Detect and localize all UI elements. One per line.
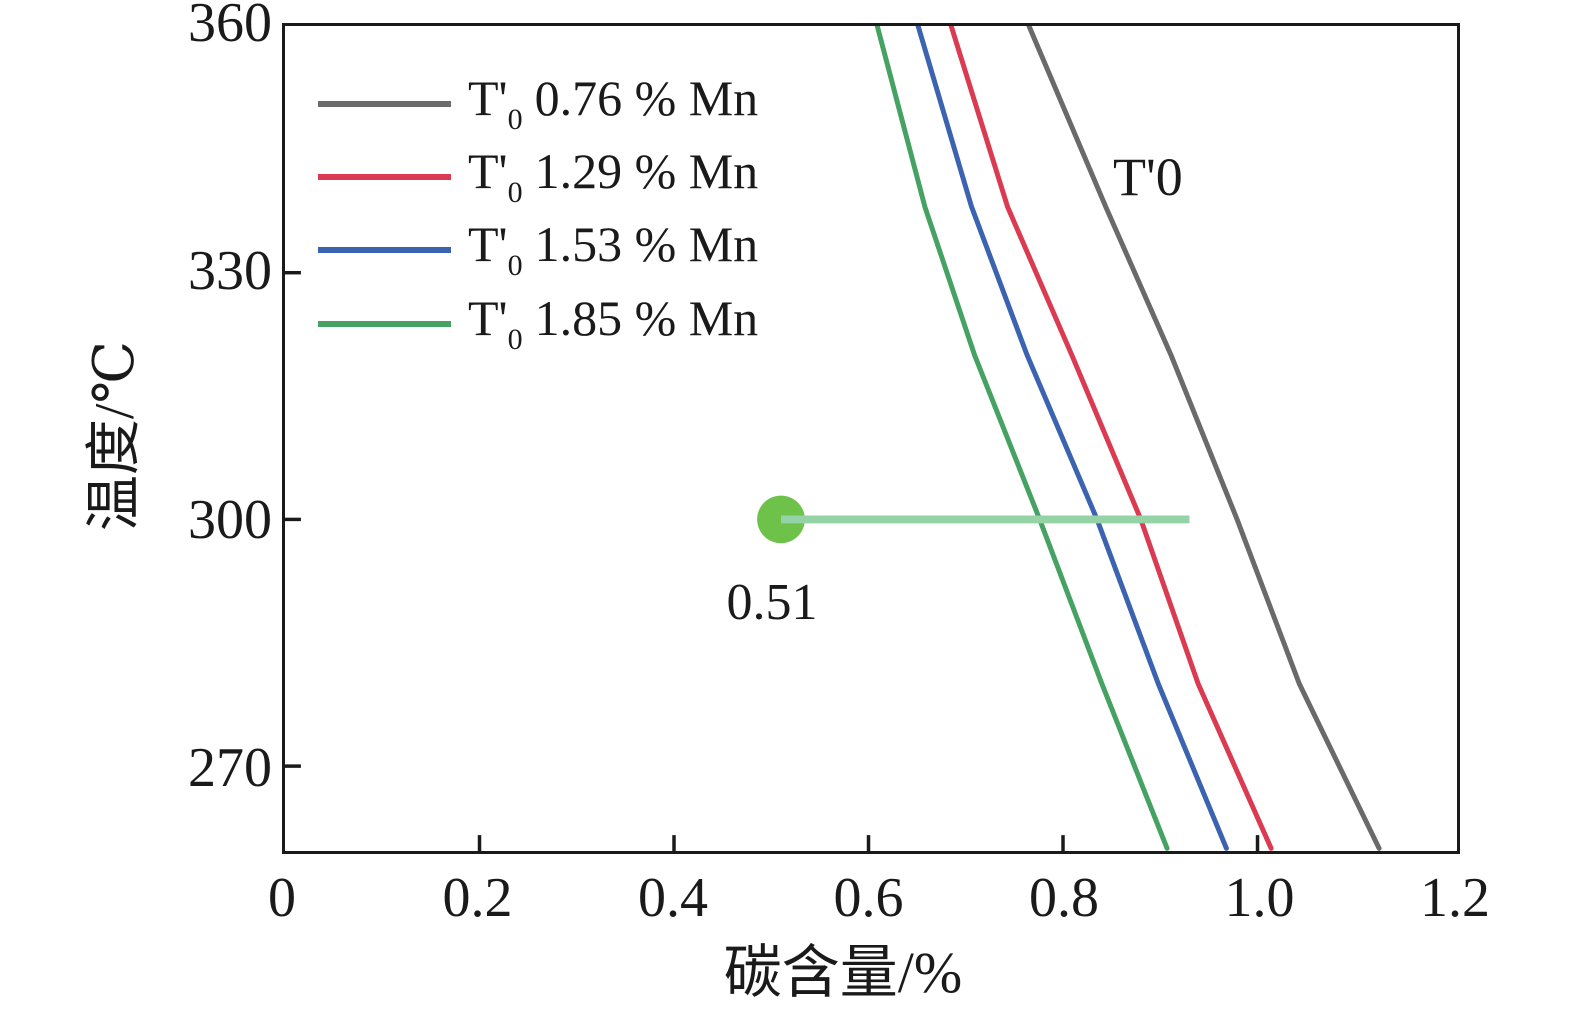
marker-value-label: 0.51 xyxy=(726,574,818,631)
y-tick-label: 330 xyxy=(188,240,272,303)
legend-item-label: T'0 1.85 % Mn xyxy=(468,293,758,355)
legend-item-1: T'0 1.29 % Mn xyxy=(318,145,758,209)
legend-swatch-green xyxy=(318,321,451,327)
legend-series-text: 1.53 % Mn xyxy=(534,216,759,272)
plot-area: T'0 0.76 % Mn T'0 1.29 % Mn T'0 1.53 % Mn T… xyxy=(282,23,1460,854)
curve-series-2 xyxy=(915,26,1229,851)
legend-item-0: T'0 0.76 % Mn xyxy=(318,72,758,136)
legend-series-text: 1.29 % Mn xyxy=(534,143,759,199)
legend-item-label: T'0 1.53 % Mn xyxy=(468,219,758,281)
x-tick-label: 1.2 xyxy=(1420,867,1490,929)
x-tick-label: 0.2 xyxy=(442,867,513,929)
legend-series-symbol: T' xyxy=(468,70,508,126)
legend-item-3: T'0 1.85 % Mn xyxy=(318,292,758,356)
x-tick-label: 1.0 xyxy=(1224,867,1295,929)
x-tick-label: 0.6 xyxy=(833,867,904,929)
x-tick-label: 0.4 xyxy=(638,867,708,929)
x-tick-label: 0 xyxy=(268,867,296,929)
x-tick-label: 0.8 xyxy=(1029,867,1099,929)
legend-item-label: T'0 1.29 % Mn xyxy=(468,146,758,208)
legend-series-subscript: 0 xyxy=(507,323,523,356)
legend-series-symbol: T' xyxy=(468,290,508,346)
plot-canvas xyxy=(285,26,1382,851)
legend-swatch-gray xyxy=(318,101,451,107)
curve-series-0 xyxy=(1026,26,1382,851)
legend-series-text: 1.85 % Mn xyxy=(534,290,759,346)
curve-annotation-t0: T'0 xyxy=(1113,147,1183,207)
legend-swatch-blue xyxy=(318,247,451,253)
legend-item-2: T'0 1.53 % Mn xyxy=(318,218,758,282)
legend-swatch-red xyxy=(318,174,451,180)
legend-series-symbol: T' xyxy=(468,143,508,199)
legend-series-subscript: 0 xyxy=(507,249,523,282)
y-tick-label: 300 xyxy=(188,488,272,551)
legend-series-text: 0.76 % Mn xyxy=(534,70,759,126)
y-tick-label: 360 xyxy=(188,0,272,54)
legend-series-subscript: 0 xyxy=(507,103,523,136)
legend-series-subscript: 0 xyxy=(507,176,523,209)
curve-series-3 xyxy=(874,26,1170,851)
y-tick-label: 270 xyxy=(188,737,272,800)
legend-series-symbol: T' xyxy=(468,216,508,272)
curve-series-1 xyxy=(948,26,1274,851)
x-axis-title: 碳含量/% xyxy=(723,940,963,1005)
legend-item-label: T'0 0.76 % Mn xyxy=(468,73,758,135)
